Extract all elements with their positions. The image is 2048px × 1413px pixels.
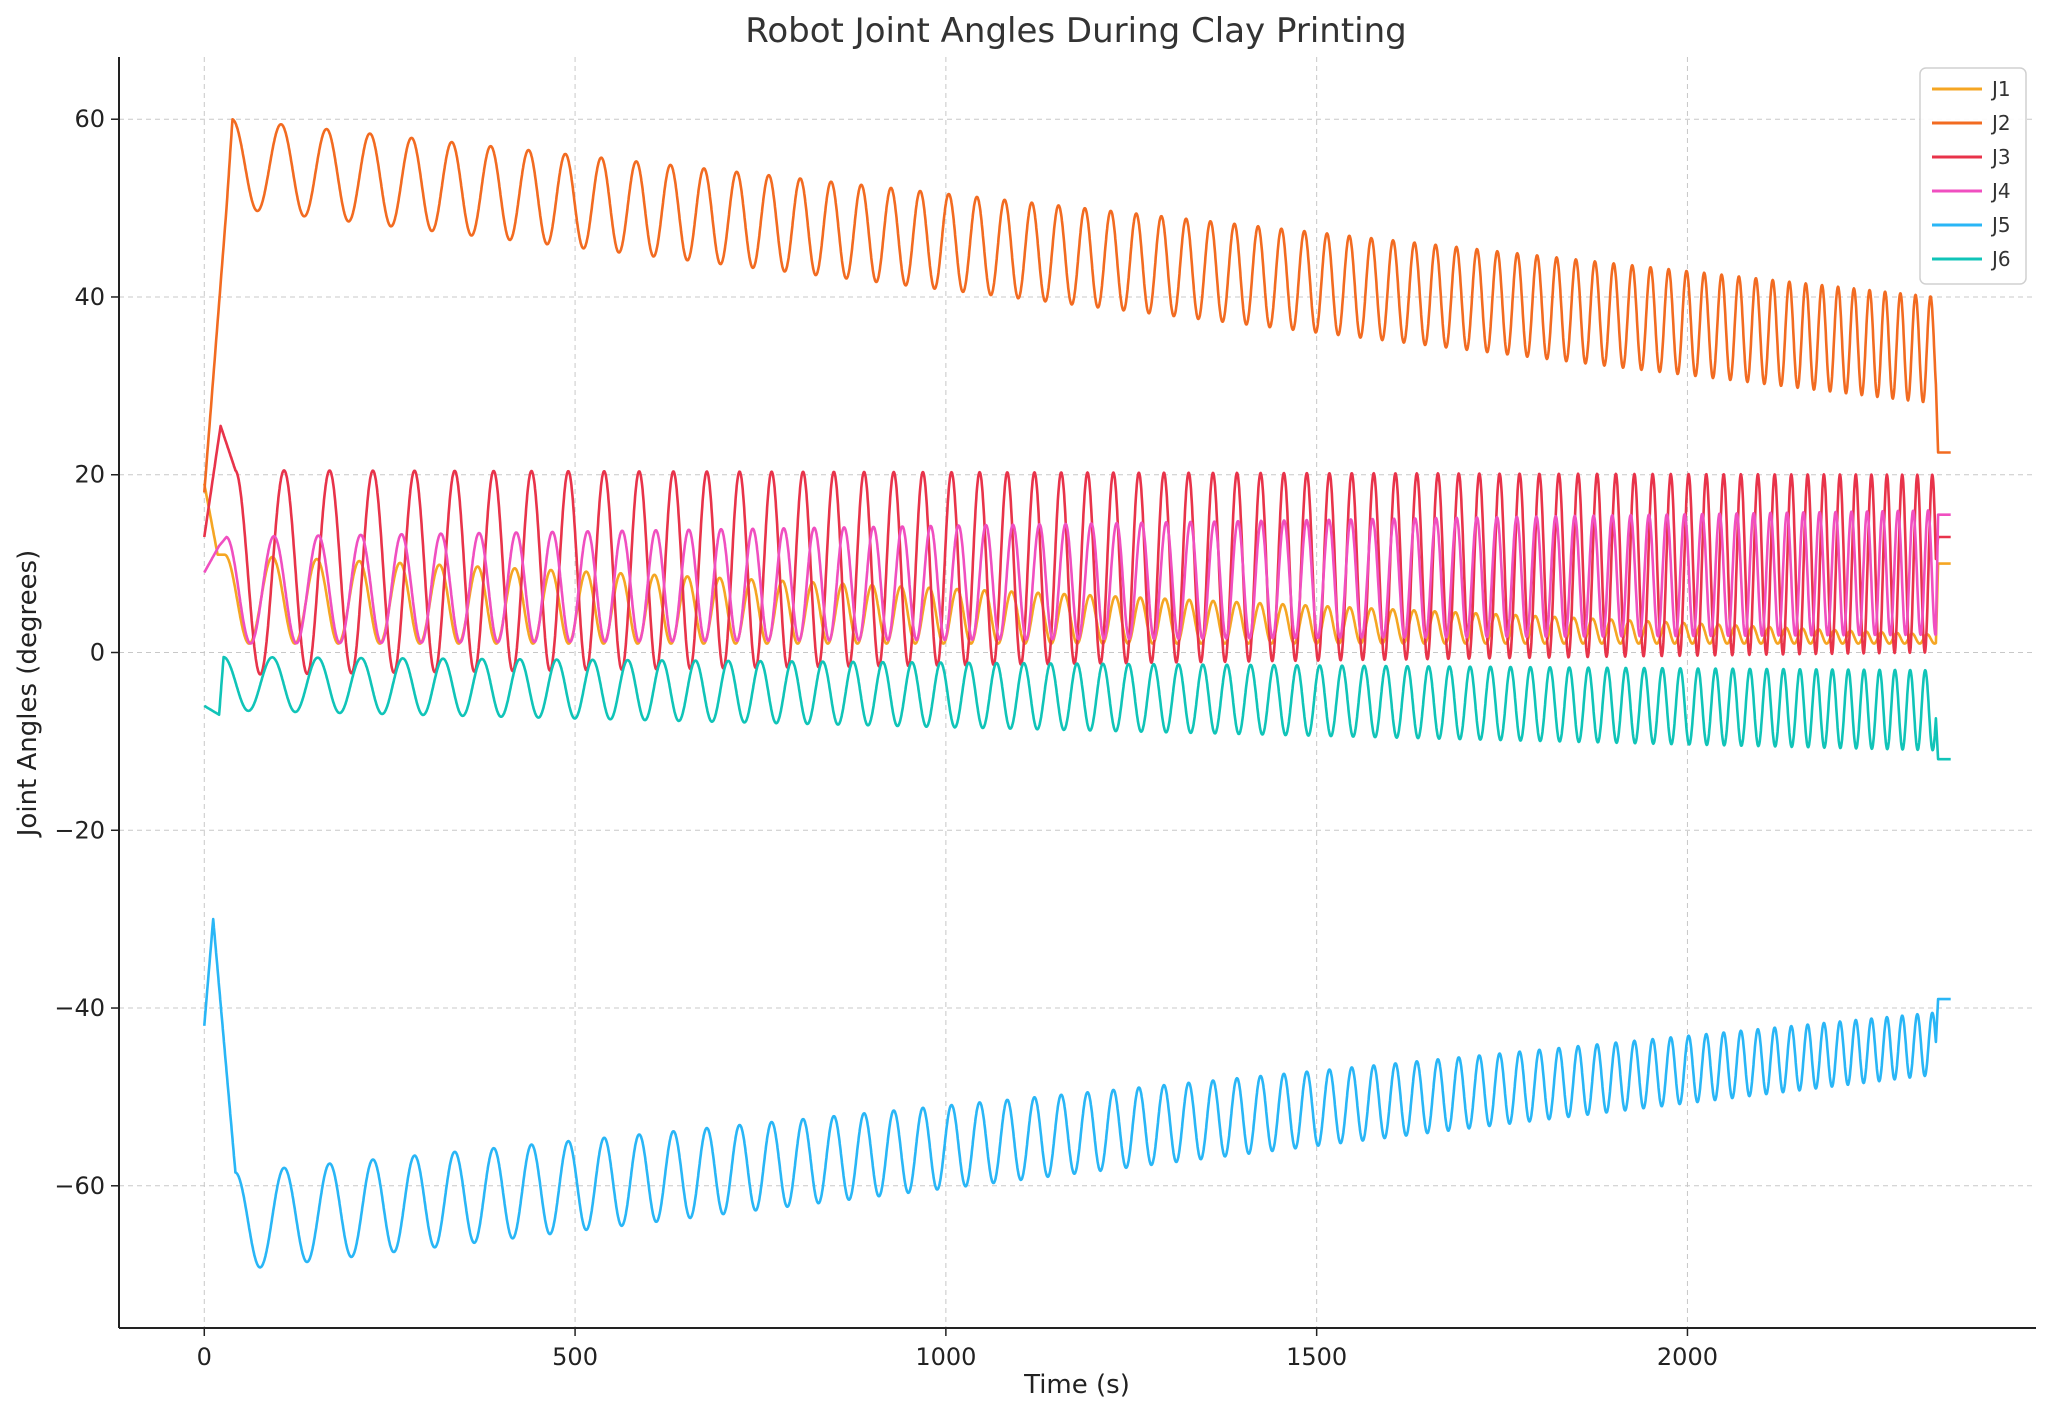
y-tick-label: 60 <box>74 105 105 133</box>
series-line-j2 <box>203 118 1951 493</box>
y-tick-label: 20 <box>74 461 105 489</box>
grid-lines <box>119 57 2036 1328</box>
legend-label-j4: J4 <box>1990 179 2011 203</box>
legend-label-j3: J3 <box>1990 145 2011 169</box>
tick-labels: 0 500 1000 1500 2000 60 40 20 0 −20 −40 −60 <box>54 105 1718 1371</box>
series-line-j5 <box>203 917 1951 1269</box>
x-axis-label: Time (s) <box>1023 1370 1130 1400</box>
legend-label-j2: J2 <box>1990 111 2011 135</box>
x-tick-label: 0 <box>197 1343 212 1371</box>
x-tick-label: 1500 <box>1286 1343 1347 1371</box>
y-tick-label: −60 <box>54 1172 105 1200</box>
y-axis-label: Joint Angles (degrees) <box>13 550 43 838</box>
chart-title: Robot Joint Angles During Clay Printing <box>745 11 1407 51</box>
y-tick-label: −20 <box>54 816 105 844</box>
legend: J1 J2 J3 J4 J5 J6 <box>1919 67 2027 285</box>
y-tick-label: 40 <box>74 283 105 311</box>
legend-label-j5: J5 <box>1990 213 2011 237</box>
y-tick-label: −40 <box>54 994 105 1022</box>
series-line-j4 <box>203 509 1951 645</box>
y-tick-label: 0 <box>90 639 105 667</box>
series-line-j6 <box>203 655 1951 761</box>
legend-label-j6: J6 <box>1990 247 2011 271</box>
legend-label-j1: J1 <box>1990 77 2011 101</box>
x-tick-label: 2000 <box>1657 1343 1718 1371</box>
series-line-j3 <box>203 424 1951 676</box>
x-tick-label: 1000 <box>915 1343 976 1371</box>
x-tick-label: 500 <box>552 1343 598 1371</box>
series-lines <box>203 118 1951 1269</box>
axes <box>118 57 2036 1329</box>
